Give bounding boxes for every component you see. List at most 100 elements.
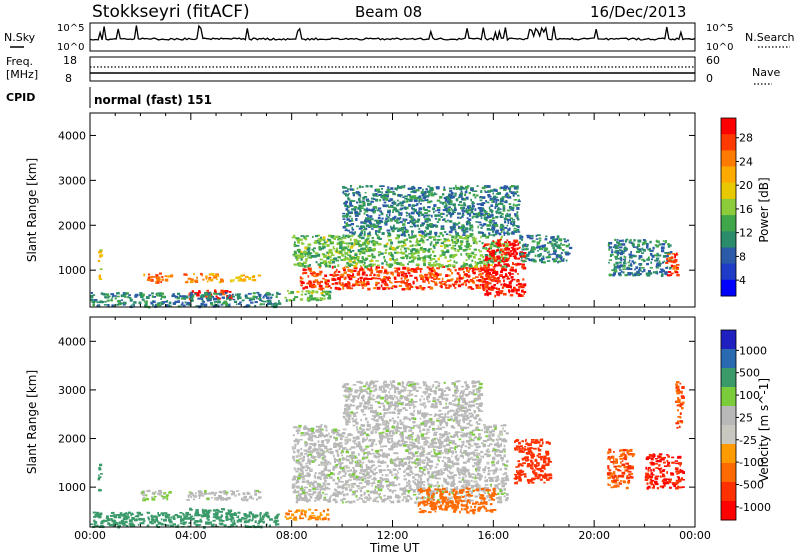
heatmap-cell	[466, 240, 469, 243]
heatmap-cell	[517, 200, 521, 202]
heatmap-cell	[455, 184, 457, 188]
heatmap-cell	[503, 231, 506, 235]
heatmap-cell	[472, 277, 476, 280]
heatmap-cell	[306, 454, 309, 457]
heatmap-cell	[475, 264, 478, 267]
heatmap-cell	[250, 301, 254, 304]
heatmap-cell	[417, 212, 421, 215]
heatmap-cell	[431, 471, 435, 474]
heatmap-cell	[341, 469, 346, 473]
heatmap-cell	[294, 426, 299, 429]
heatmap-cell	[452, 255, 455, 259]
heatmap-cell	[476, 185, 479, 187]
heatmap-cell	[396, 500, 401, 503]
heatmap-cell	[639, 267, 641, 270]
heatmap-cell	[385, 248, 388, 252]
heatmap-cell	[443, 186, 446, 190]
heatmap-cell	[237, 493, 241, 496]
heatmap-cell	[440, 283, 444, 286]
heatmap-cell	[332, 278, 337, 281]
heatmap-cell	[495, 287, 498, 290]
heatmap-cell	[650, 258, 654, 261]
heatmap-cell	[256, 291, 260, 294]
heatmap-cell	[384, 222, 388, 226]
heatmap-cell	[191, 508, 193, 511]
heatmap-cell	[184, 515, 189, 518]
heatmap-cell	[412, 269, 416, 273]
heatmap-cell	[350, 257, 353, 260]
heatmap-cell	[391, 246, 395, 250]
heatmap-cell	[117, 524, 121, 528]
heatmap-cell	[341, 432, 346, 435]
heatmap-cell	[295, 244, 300, 247]
heatmap-cell	[396, 187, 398, 191]
heatmap-cell	[661, 269, 665, 273]
heatmap-cell	[141, 518, 145, 520]
heatmap-cell	[260, 518, 265, 520]
heatmap-cell	[436, 199, 441, 202]
heatmap-cell	[461, 229, 464, 232]
heatmap-cell	[346, 218, 351, 221]
heatmap-cell	[314, 499, 317, 502]
heatmap-cell	[321, 253, 324, 256]
heatmap-cell	[448, 220, 453, 223]
heatmap-cell	[389, 245, 392, 248]
heatmap-cell	[182, 522, 186, 526]
heatmap-cell	[411, 244, 414, 247]
heatmap-cell	[470, 499, 474, 502]
heatmap-cell	[518, 246, 521, 249]
heatmap-cell	[656, 240, 660, 243]
heatmap-cell	[321, 444, 325, 447]
heatmap-cell	[629, 254, 632, 258]
heatmap-cell	[165, 524, 170, 527]
heatmap-cell	[330, 252, 333, 255]
heatmap-cell	[657, 254, 662, 257]
heatmap-cell	[302, 242, 305, 245]
heatmap-cell	[436, 437, 438, 440]
heatmap-cell	[155, 292, 158, 296]
heatmap-cell	[483, 426, 486, 430]
heatmap-cell	[301, 252, 304, 255]
heatmap-cell	[119, 512, 123, 515]
heatmap-cell	[350, 264, 354, 266]
heatmap-cell	[347, 258, 349, 261]
heatmap-cell	[393, 452, 397, 454]
heatmap-cell	[303, 251, 307, 254]
heatmap-cell	[367, 268, 370, 271]
heatmap-cell	[344, 229, 348, 232]
heatmap-cell	[378, 254, 380, 257]
heatmap-cell	[156, 303, 161, 307]
heatmap-cell	[649, 249, 654, 252]
heatmap-cell	[426, 239, 429, 241]
heatmap-cell	[363, 283, 367, 285]
heatmap-cell	[387, 216, 390, 219]
heatmap-cell	[447, 238, 450, 241]
heatmap-cell	[198, 524, 200, 527]
heatmap-cell	[385, 432, 388, 436]
heatmap-cell	[248, 518, 251, 522]
heatmap-cell	[406, 212, 409, 215]
heatmap-cell	[329, 476, 333, 479]
heatmap-cell	[440, 444, 443, 447]
heatmap-cell	[329, 239, 332, 242]
heatmap-cell	[305, 499, 309, 503]
heatmap-cell	[368, 240, 371, 243]
heatmap-cell	[502, 204, 506, 207]
heatmap-cell	[418, 197, 422, 201]
heatmap-cell	[462, 249, 467, 252]
heatmap-cell	[478, 279, 482, 282]
heatmap-cell	[402, 231, 404, 235]
heatmap-cell	[94, 524, 99, 528]
heatmap-cell	[521, 254, 526, 257]
heatmap-cell	[210, 301, 213, 304]
heatmap-cell	[491, 254, 495, 257]
heatmap-cell	[411, 198, 414, 201]
heatmap-cell	[454, 192, 457, 195]
heatmap-cell	[427, 210, 431, 212]
heatmap-cell	[459, 216, 462, 219]
heatmap-cell	[457, 212, 461, 215]
heatmap-cell	[177, 524, 180, 527]
heatmap-cell	[247, 297, 250, 299]
heatmap-cell	[491, 279, 496, 282]
heatmap-cell	[200, 272, 203, 276]
